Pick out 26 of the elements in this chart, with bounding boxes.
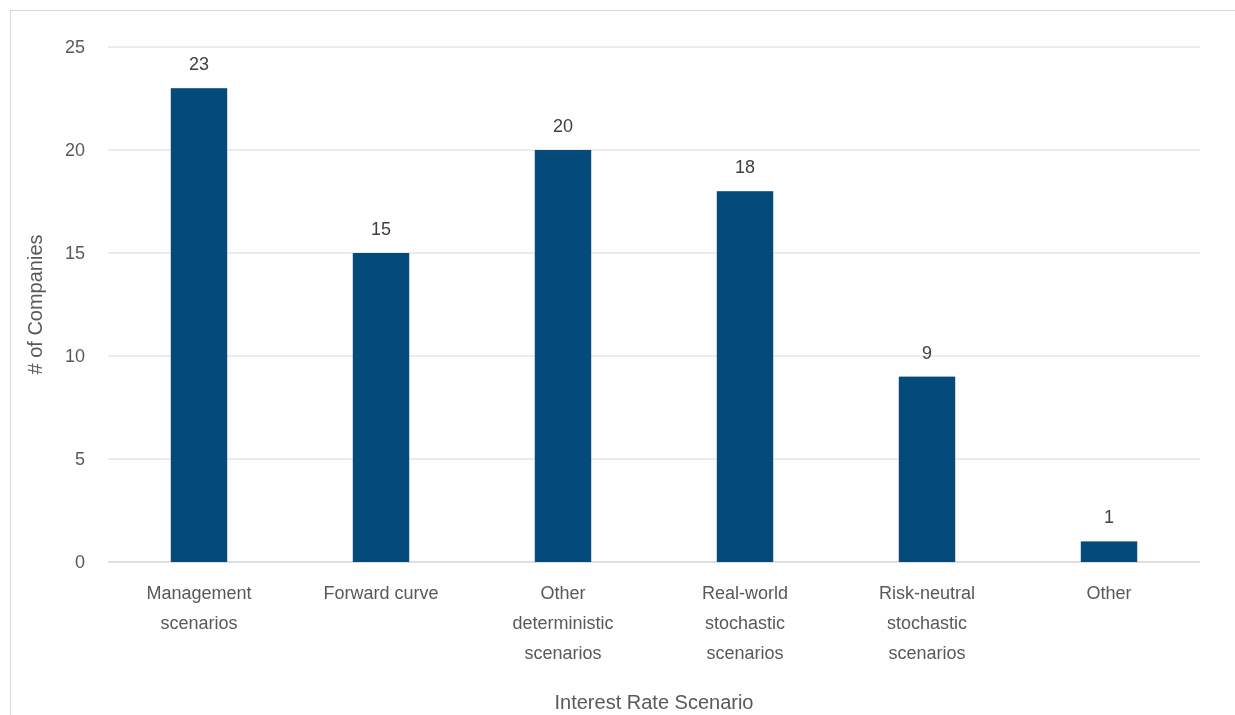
x-tick-label: Other	[1086, 583, 1132, 603]
x-axis-title: Interest Rate Scenario	[554, 691, 754, 713]
data-label: 9	[921, 342, 933, 363]
y-tick-label: 15	[64, 243, 85, 264]
data-label: 23	[188, 54, 210, 75]
x-tick-label: Other deterministic scenarios	[512, 583, 614, 663]
bar	[1080, 541, 1138, 562]
data-label: 15	[370, 219, 392, 239]
data-label: 18	[734, 157, 756, 178]
bar	[534, 150, 592, 562]
x-tick-label: Management scenarios	[146, 583, 252, 633]
x-tick-label: Forward curve	[323, 583, 439, 603]
bar	[170, 88, 228, 562]
x-tick-label: Real-world stochastic scenarios	[701, 583, 789, 663]
data-label: 20	[552, 116, 574, 136]
y-tick-label: 20	[64, 140, 85, 161]
y-tick-label: 0	[74, 552, 85, 573]
bar	[716, 191, 774, 562]
data-label: 1	[1103, 507, 1115, 528]
y-tick-label: 5	[74, 449, 85, 470]
x-tick-label: Risk-neutral stochastic scenarios	[878, 583, 976, 663]
y-tick-label: 25	[64, 37, 85, 58]
y-axis-title: # of Companies	[24, 234, 46, 375]
bar	[352, 253, 410, 562]
y-tick-label: 10	[64, 346, 85, 367]
bar	[898, 376, 956, 562]
